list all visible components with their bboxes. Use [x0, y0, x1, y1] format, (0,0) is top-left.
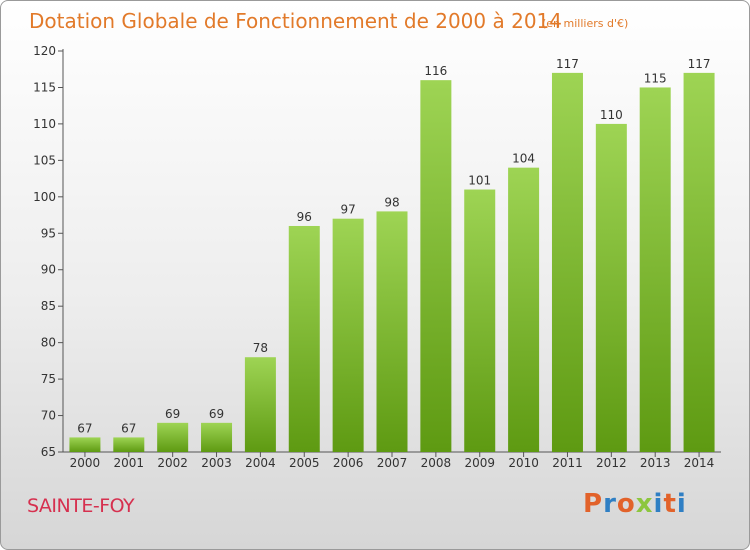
logo-letter: i — [653, 489, 664, 519]
data-label: 78 — [253, 341, 268, 355]
x-tick-label: 2004 — [245, 456, 276, 470]
data-labels: 67 67 69 69 78 96 97 98 116 101 104 117 110 115 117 — [77, 57, 710, 436]
x-tick-label: 2007 — [377, 456, 408, 470]
x-tick-label: 2003 — [201, 456, 232, 470]
y-tick-label: 105 — [33, 153, 56, 167]
data-label: 116 — [424, 64, 447, 78]
bar — [376, 211, 408, 452]
bar — [201, 422, 233, 452]
y-tick-label: 120 — [33, 44, 56, 58]
y-tick-label: 85 — [41, 299, 56, 313]
data-label: 67 — [121, 421, 136, 435]
axes: 65 70 75 80 85 90 95 100 105 110 115 120 2000 2001 200… — [33, 44, 721, 470]
bar — [244, 357, 276, 452]
logo-letter: i — [676, 489, 687, 519]
y-tick-label: 100 — [33, 190, 56, 204]
y-tick-label: 90 — [41, 263, 56, 277]
bar — [508, 167, 540, 452]
x-tick-label: 2011 — [552, 456, 583, 470]
bar — [464, 189, 496, 452]
bar — [113, 437, 145, 452]
bar — [551, 72, 583, 452]
chart-subtitle: (en milliers d'€) — [542, 17, 629, 30]
y-tick-label: 65 — [41, 445, 56, 459]
bar — [595, 123, 627, 452]
chart-title: Dotation Globale de Fonctionnement de 20… — [29, 9, 562, 33]
commune-name: SAINTE-FOY — [27, 495, 135, 517]
data-label: 101 — [468, 174, 491, 188]
y-tick-label: 70 — [41, 409, 56, 423]
bar — [332, 218, 364, 452]
proxiti-logo[interactable]: Proxiti — [583, 489, 687, 519]
x-tick-label: 2008 — [421, 456, 452, 470]
bar — [683, 72, 715, 452]
y-tick-label: 80 — [41, 336, 56, 350]
data-label: 117 — [556, 57, 579, 71]
data-label: 110 — [600, 108, 623, 122]
data-label: 104 — [512, 152, 535, 166]
data-label: 67 — [77, 421, 92, 435]
data-label: 97 — [340, 203, 355, 217]
logo-letter: o — [616, 489, 636, 519]
x-tick-label: 2005 — [289, 456, 320, 470]
data-label: 115 — [644, 71, 667, 85]
x-tick-label: 2012 — [596, 456, 627, 470]
x-tick-label: 2009 — [464, 456, 495, 470]
bar — [639, 87, 671, 453]
x-tick-label: 2001 — [114, 456, 145, 470]
y-tick-label: 115 — [33, 80, 56, 94]
bar — [69, 437, 101, 452]
logo-letter: t — [663, 489, 677, 519]
logo-letter: x — [635, 489, 654, 519]
data-label: 117 — [688, 57, 711, 71]
data-label: 98 — [384, 195, 399, 209]
data-label: 69 — [165, 407, 180, 421]
x-tick-label: 2010 — [508, 456, 539, 470]
logo-letter: r — [603, 489, 617, 519]
y-tick-label: 110 — [33, 117, 56, 131]
y-tick-label: 95 — [41, 226, 56, 240]
bar — [157, 422, 189, 452]
x-tick-label: 2013 — [640, 456, 671, 470]
bar — [288, 225, 320, 452]
x-tick-label: 2002 — [157, 456, 188, 470]
x-tick-label: 2014 — [684, 456, 715, 470]
logo-letter: P — [583, 489, 604, 519]
x-tick-label: 2006 — [333, 456, 364, 470]
data-label: 96 — [297, 210, 312, 224]
x-tick-label: 2000 — [70, 456, 101, 470]
bar — [420, 80, 452, 452]
data-label: 69 — [209, 407, 224, 421]
bars — [69, 72, 715, 453]
y-tick-label: 75 — [41, 372, 56, 386]
